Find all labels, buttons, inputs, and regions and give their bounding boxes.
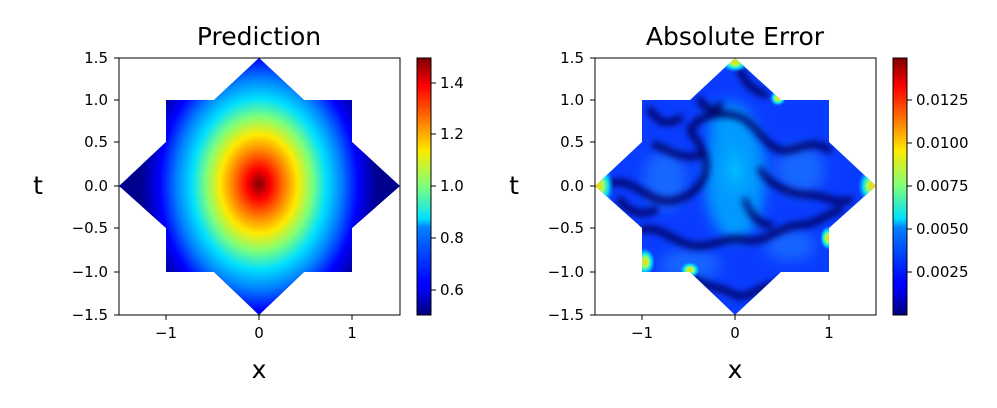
prediction-title: Prediction [197, 22, 321, 51]
prediction-colorbar-tick: 1.2 [440, 125, 464, 143]
prediction-y-tick: −1.5 [72, 306, 108, 324]
error-colorbar-tick: 0.0075 [916, 177, 969, 195]
error-colorbar-tick: 0.0125 [916, 91, 969, 109]
error-y-tick: −1.5 [548, 306, 584, 324]
error-x-axis: −1 0 1 x [631, 315, 834, 384]
error-colorbar-tick: 0.0050 [916, 220, 969, 238]
error-colorbar-tick: 0.0025 [916, 263, 969, 281]
prediction-y-tick: −0.5 [72, 219, 108, 237]
error-y-tick: 0.5 [560, 133, 584, 151]
prediction-y-tick: 1.5 [84, 49, 108, 67]
prediction-colorbar-tick: 1.0 [440, 177, 464, 195]
error-colorbar-tick: 0.0100 [916, 134, 969, 152]
error-heatmap [595, 58, 876, 315]
error-y-tick: 0.0 [560, 177, 584, 195]
prediction-y-tick: −1.0 [72, 263, 108, 281]
prediction-x-label: x [252, 355, 267, 384]
error-y-tick: 1.0 [560, 91, 584, 109]
prediction-colorbar-tick: 0.6 [440, 281, 464, 299]
error-title: Absolute Error [646, 22, 825, 51]
prediction-colorbar-tick: 0.8 [440, 229, 464, 247]
prediction-panel: Prediction −1 0 1 x 1.5 1.0 0.5 0. [33, 22, 464, 384]
error-y-tick: 1.5 [560, 49, 584, 67]
error-x-tick: −1 [631, 324, 653, 342]
error-panel: Absolute Error [509, 22, 968, 384]
error-y-label: t [509, 171, 519, 200]
prediction-x-axis: −1 0 1 x [155, 315, 357, 384]
error-y-tick: −0.5 [548, 219, 584, 237]
prediction-x-tick: 1 [347, 324, 357, 342]
error-y-tick: −1.0 [548, 263, 584, 281]
error-x-tick: 0 [730, 324, 740, 342]
error-y-axis: 1.5 1.0 0.5 0.0 −0.5 −1.0 −1.5 t [509, 49, 595, 324]
prediction-y-axis: 1.5 1.0 0.5 0.0 −0.5 −1.0 −1.5 t [33, 49, 119, 324]
error-x-tick: 1 [824, 324, 834, 342]
prediction-x-tick: −1 [155, 324, 177, 342]
prediction-y-tick: 1.0 [84, 91, 108, 109]
error-x-label: x [728, 355, 743, 384]
error-colorbar: 0.0125 0.0100 0.0075 0.0050 0.0025 [892, 57, 969, 316]
prediction-y-label: t [33, 171, 43, 200]
prediction-colorbar: 1.4 1.2 1.0 0.8 0.6 [416, 57, 464, 316]
prediction-x-tick: 0 [254, 324, 264, 342]
prediction-heatmap [119, 58, 400, 315]
prediction-y-tick: 0.0 [84, 177, 108, 195]
prediction-y-tick: 0.5 [84, 133, 108, 151]
prediction-colorbar-tick: 1.4 [440, 74, 464, 92]
